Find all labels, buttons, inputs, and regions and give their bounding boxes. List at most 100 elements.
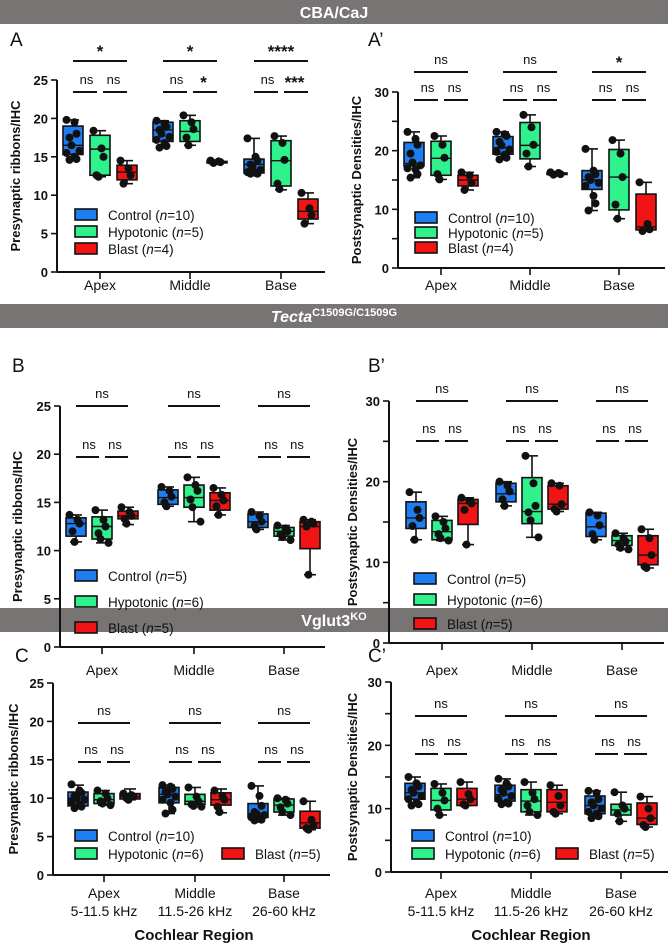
box-hypotonic-middle (184, 783, 206, 811)
data-point (124, 164, 133, 173)
data-point (593, 511, 602, 520)
data-point (467, 178, 476, 187)
x-tick-label: Apex (426, 662, 458, 678)
legend-label-blast: Blast (n=5) (447, 617, 513, 632)
data-point (530, 795, 539, 804)
data-point (248, 162, 257, 171)
data-point (196, 517, 205, 526)
data-point (635, 178, 644, 187)
legend-label-control: Control (n=10) (108, 208, 195, 223)
data-point (611, 529, 620, 538)
data-point (187, 118, 196, 127)
significance-label-control-vs-hypotonic: ns (82, 437, 96, 452)
data-point (183, 473, 192, 482)
banner-background (0, 0, 668, 24)
significance-label-control-vs-hypotonic: ns (510, 80, 524, 95)
legend-label-hypotonic: Hypotonic (n=6) (445, 847, 541, 862)
data-point (644, 804, 653, 813)
data-point (116, 156, 125, 165)
data-point (495, 477, 504, 486)
banner-main-text: CBA/CaJ (300, 5, 368, 22)
data-point (246, 169, 255, 178)
data-point (586, 176, 595, 184)
significance-label-control-vs-hypotonic: ns (422, 421, 436, 436)
control-legend-swatch (74, 829, 98, 842)
blast-legend-swatch (555, 847, 579, 860)
data-point (531, 501, 540, 510)
control-legend-swatch (413, 572, 437, 585)
data-point (460, 505, 469, 514)
data-point (257, 517, 266, 526)
significance-label-hypotonic-vs-blast: ns (627, 734, 641, 749)
banner-superscript: C1509G/C1509G (312, 307, 397, 319)
data-point (304, 570, 313, 579)
data-point (608, 136, 617, 145)
significance-label-overall: * (97, 42, 104, 61)
data-point (62, 148, 71, 157)
panel-6: C’ 0 10 20 30 Postsynaptic Densities/IHC Apex 5… (345, 646, 668, 944)
panel-4: B’ 0 10 20 30 Postsynaptic Densities/IHC Apex M… (345, 356, 664, 678)
x-tick-sublabel: 26-60 kHz (589, 903, 653, 919)
significance-label-hypotonic-vs-blast: ns (201, 742, 215, 757)
data-point (72, 129, 81, 138)
panel-letter: C’ (368, 646, 386, 667)
blast-legend-swatch (414, 241, 438, 254)
legend-label-control: Control (n=10) (445, 829, 532, 844)
box-control-base (247, 508, 269, 534)
y-tick-label: 25 (34, 73, 48, 88)
significance-label-control-vs-hypotonic: ns (602, 421, 616, 436)
data-point (70, 537, 79, 546)
significance-label-control-vs-hypotonic: ns (264, 437, 278, 452)
y-axis-label: Presynaptic ribbons/IHC (6, 703, 21, 855)
data-point (188, 503, 197, 512)
box-hypotonic-base (273, 521, 295, 544)
data-point (247, 508, 256, 517)
data-point (433, 804, 442, 813)
box-control-apex (65, 510, 87, 546)
data-point (278, 808, 287, 817)
data-point (186, 495, 195, 504)
data-point (417, 792, 426, 800)
x-tick-label: Apex (88, 885, 120, 901)
data-point (155, 143, 164, 152)
significance-label-control-vs-hypotonic: ns (261, 72, 275, 87)
box-control-middle (152, 116, 174, 152)
y-tick-label: 15 (30, 753, 44, 768)
data-point (214, 510, 223, 519)
data-point (305, 204, 314, 213)
data-point (584, 786, 593, 795)
data-point (594, 178, 603, 187)
data-point (127, 511, 136, 520)
data-point (595, 521, 604, 530)
data-point (618, 173, 627, 182)
box-hypotonic-apex (431, 512, 453, 545)
data-point (504, 799, 513, 808)
data-point (104, 538, 113, 547)
data-point (70, 118, 79, 127)
box-blast-apex (117, 503, 139, 528)
significance-label-control-vs-hypotonic: ns (170, 72, 184, 87)
significance-label-overall: **** (268, 42, 295, 61)
data-point (534, 533, 543, 542)
data-point (189, 125, 198, 134)
section-banner: TectaC1509G/C1509G (0, 304, 668, 328)
data-point (497, 141, 506, 150)
data-point (220, 795, 229, 804)
y-tick-label: 20 (366, 475, 380, 490)
y-tick-label: 30 (375, 85, 389, 100)
legend: Control (n=10)Hypotonic (n=5)Blast (n=4) (414, 211, 544, 256)
significance-label-overall: ns (95, 386, 109, 401)
data-point (283, 527, 292, 536)
x-tick-label: Apex (86, 662, 118, 678)
data-point (524, 508, 533, 517)
legend: Control (n=10)Hypotonic (n=5)Blast (n=4) (74, 208, 204, 257)
significance-label-hypotonic-vs-blast: ns (537, 80, 551, 95)
data-point (67, 780, 76, 789)
data-point (193, 486, 202, 495)
panel-1: A 0 5 10 15 20 25 Presynaptic ribbons/IHC Apex Mi… (8, 30, 325, 293)
data-point (467, 499, 476, 508)
significance-label-control-vs-hypotonic: ns (174, 437, 188, 452)
y-tick-label: 10 (366, 555, 380, 570)
data-point (438, 140, 447, 149)
data-point (521, 451, 530, 460)
